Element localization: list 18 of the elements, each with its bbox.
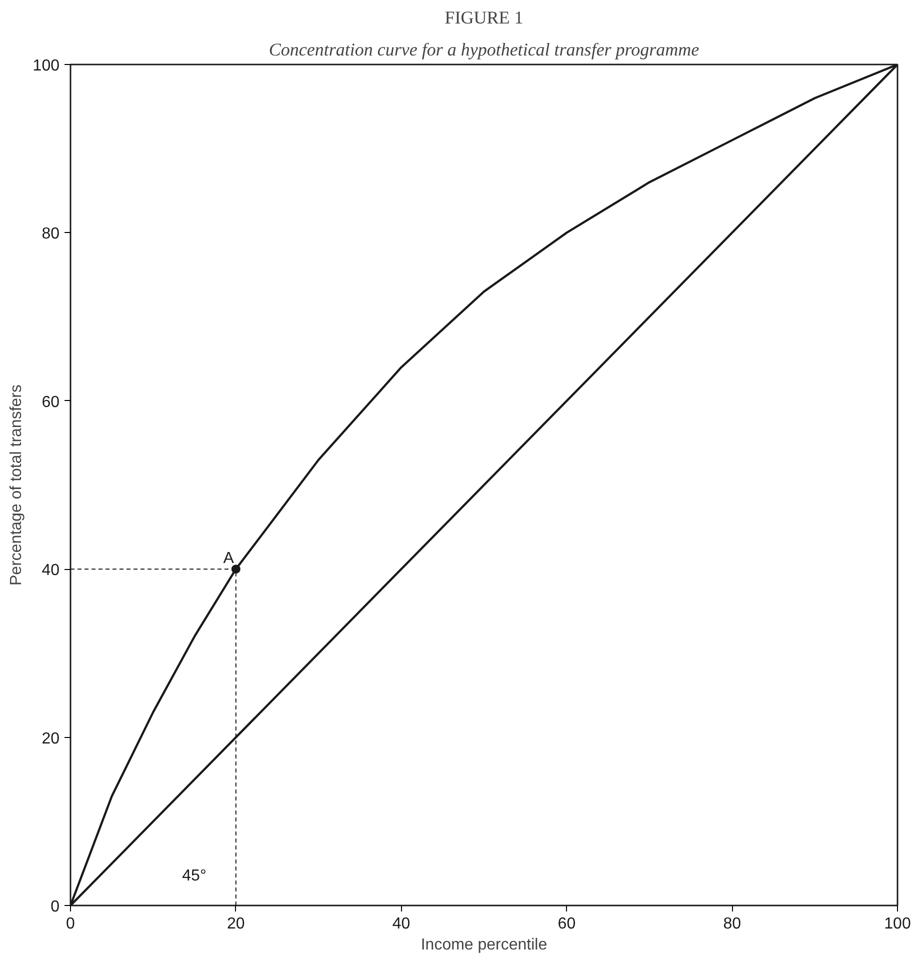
y-tick-label: 80 — [42, 226, 60, 243]
y-axis-title: Percentage of total transfers — [8, 384, 25, 586]
y-tick-label: 100 — [32, 58, 60, 74]
y-tick-label: 40 — [42, 562, 60, 580]
y-tick-label: 20 — [42, 730, 60, 748]
annotation: 45° — [182, 868, 206, 885]
x-axis-title: Income percentile — [420, 936, 548, 954]
annotation: A — [223, 550, 234, 568]
x-tick-label: 60 — [558, 916, 576, 932]
y-tick-label: 0 — [50, 898, 60, 916]
y-tick-label: 60 — [42, 394, 60, 411]
x-tick-label: 80 — [723, 916, 742, 932]
x-tick-label: 20 — [227, 916, 245, 932]
chart-subtitle: Concentration curve for a hypothetical transfer programme — [268, 40, 700, 60]
x-tick-label: 0 — [66, 916, 76, 932]
chart-title: FIGURE 1 — [444, 8, 524, 28]
x-tick-label: 40 — [392, 916, 410, 932]
x-tick-label: 100 — [884, 916, 911, 932]
